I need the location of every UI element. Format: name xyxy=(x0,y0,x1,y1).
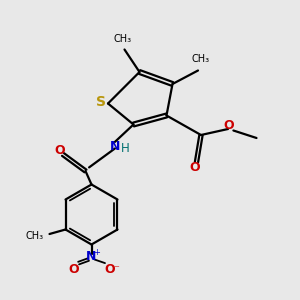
Text: O: O xyxy=(223,119,234,132)
Text: N: N xyxy=(110,140,121,154)
Text: CH₃: CH₃ xyxy=(191,55,209,64)
Text: O: O xyxy=(104,263,115,276)
Text: O: O xyxy=(54,144,65,158)
Text: ⁻: ⁻ xyxy=(113,264,119,274)
Text: H: H xyxy=(121,142,130,155)
Text: +: + xyxy=(94,248,100,257)
Text: S: S xyxy=(96,95,106,109)
Text: O: O xyxy=(190,161,200,174)
Text: CH₃: CH₃ xyxy=(113,34,131,44)
Text: N: N xyxy=(86,250,97,263)
Text: CH₃: CH₃ xyxy=(26,231,44,242)
Text: O: O xyxy=(68,263,79,276)
